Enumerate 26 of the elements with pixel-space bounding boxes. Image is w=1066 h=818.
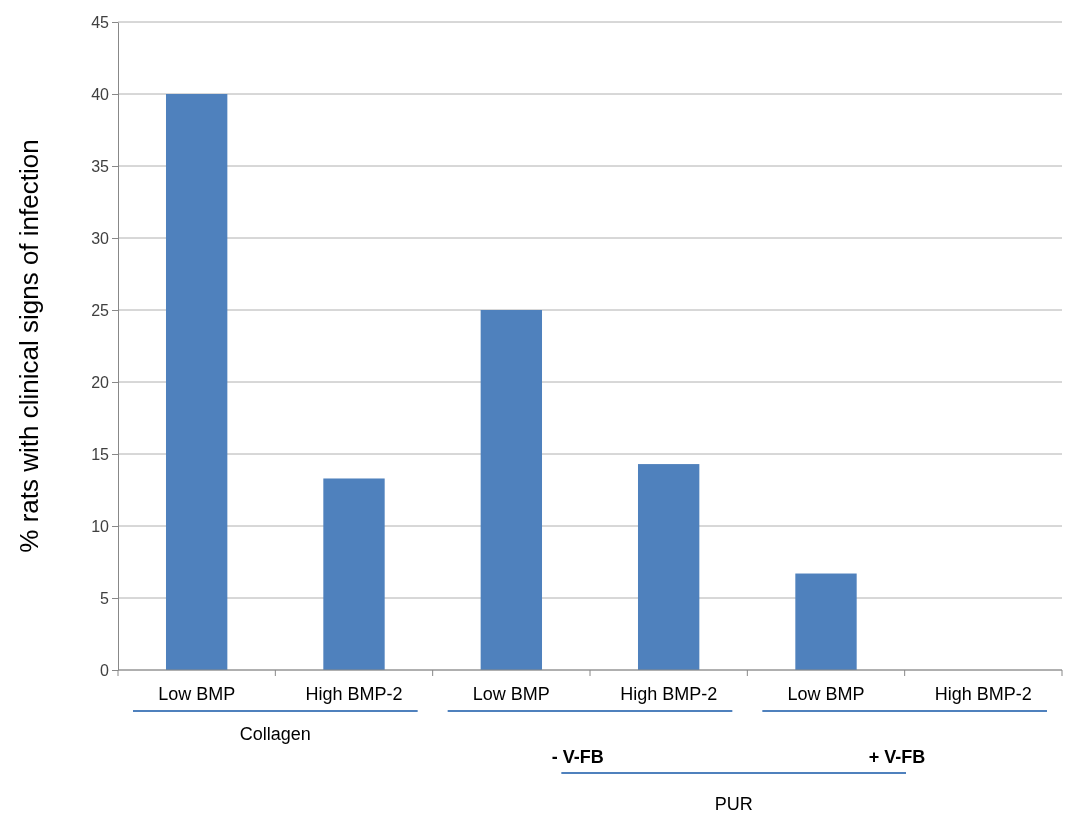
y-tick-label: 15 xyxy=(91,445,110,463)
x-tick-label: High BMP-2 xyxy=(934,684,1032,704)
bar xyxy=(323,478,385,670)
y-tick-label: 5 xyxy=(100,589,110,607)
y-tick-label: 30 xyxy=(91,229,110,247)
text: + V-FB xyxy=(868,747,926,767)
x-tick-label: Low BMP xyxy=(472,684,550,704)
x-tick-label: High BMP-2 xyxy=(305,684,403,704)
y-tick-label: 35 xyxy=(91,157,110,175)
text: PUR xyxy=(714,794,753,814)
text: - V-FB xyxy=(551,747,604,767)
y-tick-label: 0 xyxy=(100,661,110,679)
y-tick-label: 40 xyxy=(91,85,110,103)
y-tick-label: 10 xyxy=(91,517,110,535)
bar xyxy=(795,573,857,670)
x-tick-label: Low BMP xyxy=(787,684,865,704)
y-tick-label: 45 xyxy=(91,13,110,31)
y-tick-label: 20 xyxy=(91,373,110,391)
text: Collagen xyxy=(239,724,311,744)
bar xyxy=(480,310,543,670)
bar xyxy=(165,94,228,670)
x-tick-label: High BMP-2 xyxy=(620,684,718,704)
y-axis-title: % rats with clinical signs of infection xyxy=(14,139,44,553)
x-tick-label: Low BMP xyxy=(158,684,236,704)
y-tick-label: 25 xyxy=(91,301,110,319)
bar xyxy=(637,464,700,670)
